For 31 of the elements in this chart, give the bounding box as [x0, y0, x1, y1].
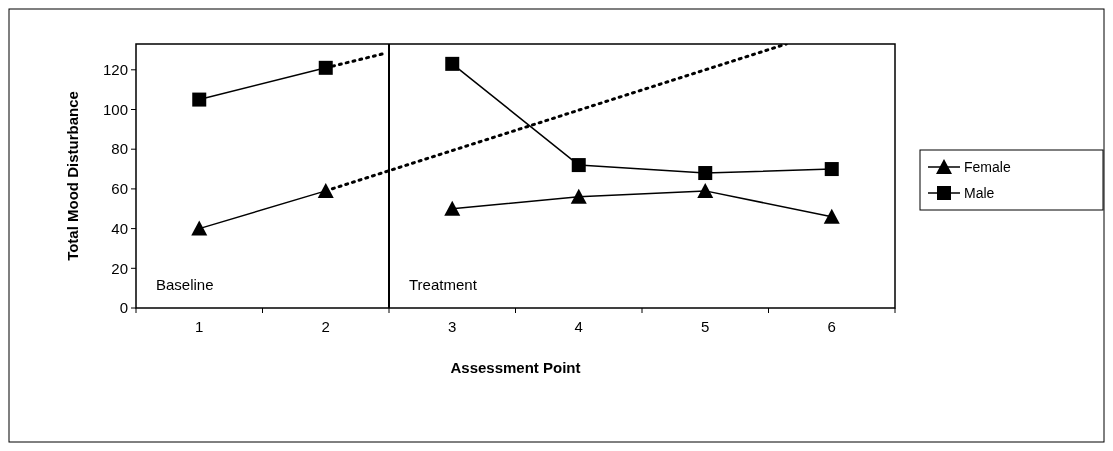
y-axis-title: Total Mood Disturbance: [64, 91, 81, 261]
x-axis-title: Assessment Point: [450, 359, 581, 376]
x-tick-label: 3: [448, 318, 457, 335]
point: [192, 92, 207, 107]
legend-label: Male: [964, 184, 995, 201]
x-tick-label: 1: [195, 318, 204, 335]
y-tick-label: 80: [111, 140, 128, 158]
point: [445, 56, 460, 71]
point: [318, 60, 333, 75]
point: [444, 200, 461, 216]
y-tick-label: 20: [111, 259, 128, 277]
point: [317, 182, 334, 198]
legend-label: Female: [964, 158, 1011, 175]
x-tick-label: 4: [574, 318, 583, 335]
point: [697, 182, 714, 198]
point: [823, 208, 840, 224]
y-tick-label: 100: [102, 100, 128, 118]
annotation: Treatment: [409, 276, 478, 293]
y-tick-label: 60: [111, 180, 128, 198]
x-tick-label: 6: [827, 318, 836, 335]
point: [571, 158, 586, 173]
x-tick-label: 2: [321, 318, 330, 335]
point: [824, 162, 839, 177]
annotation: Baseline: [156, 276, 214, 293]
y-tick-label: 120: [102, 61, 128, 79]
x-tick-label: 5: [701, 318, 710, 335]
y-tick-label: 0: [119, 299, 128, 317]
point: [191, 220, 208, 236]
point: [698, 166, 713, 181]
y-tick-label: 40: [111, 219, 128, 237]
point: [570, 188, 587, 204]
